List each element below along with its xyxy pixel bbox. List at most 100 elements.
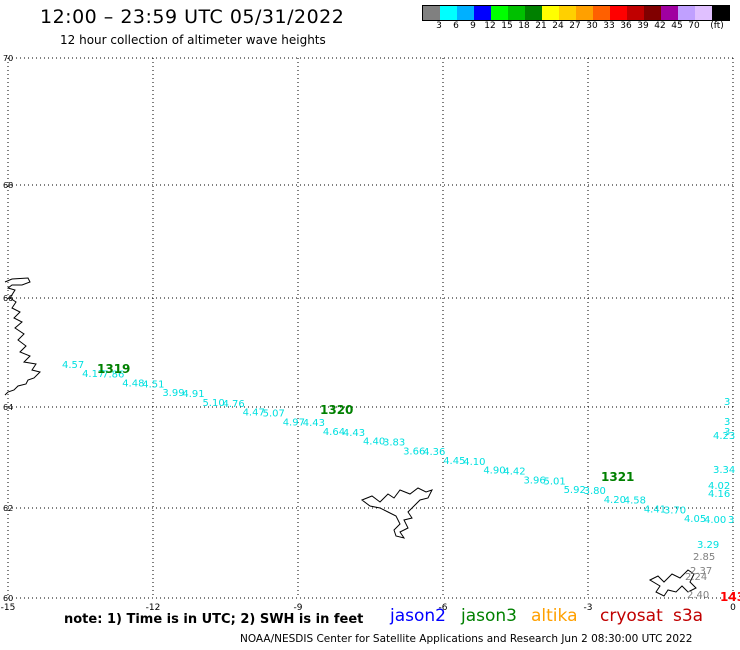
legend-label: 21 xyxy=(535,21,547,31)
legend-label: 36 xyxy=(620,21,632,31)
legend-swatch-4 xyxy=(491,6,508,20)
lat-label: 64 xyxy=(3,403,13,412)
wave-height-label: 3.96 xyxy=(523,475,545,486)
wave-height-label: 3.34 xyxy=(713,465,735,476)
legend-swatch-10 xyxy=(593,6,610,20)
wave-height-label: 4.45 xyxy=(443,456,465,467)
legend-label: 6 xyxy=(453,21,459,31)
wave-height-label: 4.05 xyxy=(684,514,706,525)
faroe-islands-coastline xyxy=(360,487,433,539)
wave-height-label: 4.20 xyxy=(604,495,626,506)
color-legend-bar xyxy=(422,5,730,21)
wave-height-label: 2.85 xyxy=(693,552,715,563)
lat-label: 66 xyxy=(3,294,13,303)
legend-swatch-3 xyxy=(474,6,491,20)
legend-label: 27 xyxy=(569,21,581,31)
legend-label: 12 xyxy=(484,21,496,31)
wave-height-label: 4.02 xyxy=(708,481,730,492)
wave-height-label: 2.37 xyxy=(690,566,712,577)
wave-height-label: 2.24 xyxy=(685,572,707,583)
lon-label: -15 xyxy=(1,603,16,613)
map-grid xyxy=(7,57,734,599)
legend-swatch-5 xyxy=(508,6,525,20)
lon-label: -9 xyxy=(294,603,303,613)
legend-label: 18 xyxy=(518,21,530,31)
wave-height-label: 4.16 xyxy=(708,489,730,500)
map-subtitle: 12 hour collection of altimeter wave hei… xyxy=(60,33,326,47)
lat-label: 70 xyxy=(3,54,13,63)
legend-label: 24 xyxy=(552,21,564,31)
pass-number-label: 1321 xyxy=(601,470,634,484)
pass-number-label: 143 xyxy=(720,590,740,604)
wave-height-label: 4.23 xyxy=(713,431,735,442)
wave-height-label: 4.47 xyxy=(243,408,265,419)
legend-swatch-11 xyxy=(610,6,627,20)
lat-label: 60 xyxy=(3,594,13,603)
wave-height-label: 4.42 xyxy=(503,467,525,478)
legend-swatch-6 xyxy=(525,6,542,20)
legend-swatch-1 xyxy=(440,6,457,20)
satellite-name-altika: altika xyxy=(531,606,578,626)
wave-height-label: 4.43 xyxy=(343,428,365,439)
lon-label: -3 xyxy=(584,603,593,613)
legend-label: 9 xyxy=(470,21,476,31)
wave-height-label: 3.83 xyxy=(383,438,405,449)
wave-height-label: 5.10 xyxy=(202,398,224,409)
legend-label: 39 xyxy=(637,21,649,31)
legend-swatch-8 xyxy=(559,6,576,20)
wave-height-label: 5.07 xyxy=(263,408,285,419)
lon-label: -6 xyxy=(439,603,448,613)
legend-swatch-16 xyxy=(695,6,712,20)
wave-height-label: 4.10 xyxy=(463,457,485,468)
iceland-coastline xyxy=(4,277,41,396)
wave-height-label: 4.17 xyxy=(82,369,104,380)
wave-height-label: 4.57 xyxy=(62,360,84,371)
satellite-name-s3a: s3a xyxy=(673,606,704,626)
coastlines xyxy=(4,277,697,597)
lon-label: -12 xyxy=(146,603,161,613)
satellite-name-jason3: jason3 xyxy=(461,606,517,626)
legend-swatch-15 xyxy=(678,6,695,20)
legend-label: 3 xyxy=(436,21,442,31)
legend-label: 15 xyxy=(501,21,513,31)
legend-swatch-9 xyxy=(576,6,593,20)
lon-label: 0 xyxy=(730,603,736,613)
footer-note: note: 1) Time is in UTC; 2) SWH is in fe… xyxy=(64,612,364,627)
legend-label: 30 xyxy=(586,21,598,31)
satellite-name-jason2: jason2 xyxy=(390,606,446,626)
legend-label: 33 xyxy=(603,21,615,31)
wave-height-label: 3.80 xyxy=(584,486,606,497)
lat-label: 62 xyxy=(3,504,13,513)
wave-height-label: 4.58 xyxy=(624,496,646,507)
pass-number-label: 1320 xyxy=(320,403,353,417)
legend-swatch-12 xyxy=(627,6,644,20)
legend-swatch-2 xyxy=(457,6,474,20)
wave-height-label: 2.40 xyxy=(687,590,709,601)
wave-height-label: 4.51 xyxy=(142,379,164,390)
wave-height-label: 3 xyxy=(724,397,730,408)
wave-height-label: 4.76 xyxy=(223,399,245,410)
wave-height-label: 4.48 xyxy=(122,379,144,390)
legend-swatch-17 xyxy=(712,6,729,20)
legend-label: 45 xyxy=(671,21,683,31)
map-title: 12:00 – 23:59 UTC 05/31/2022 xyxy=(40,6,345,28)
shetland-islands-coastline xyxy=(648,569,697,597)
wave-height-label: 4.40 xyxy=(363,437,385,448)
wave-height-label: 7.86 xyxy=(102,370,124,381)
wave-height-label: 4.36 xyxy=(423,447,445,458)
credit-line: NOAA/NESDIS Center for Satellite Applica… xyxy=(240,633,693,645)
wave-height-label: 5.01 xyxy=(544,476,566,487)
legend-label: 42 xyxy=(654,21,666,31)
legend-swatch-13 xyxy=(644,6,661,20)
wave-height-label: 4.97 xyxy=(283,417,305,428)
axis-labels: 70 68 66 64 62 60-15 -12 -9 -6 -3 0 xyxy=(1,54,736,613)
legend-label: 70 xyxy=(688,21,700,31)
wave-height-label: 3.99 xyxy=(162,388,184,399)
wave-height-label: 4.64 xyxy=(323,427,345,438)
legend-swatch-7 xyxy=(542,6,559,20)
pass-number-label: 1319 xyxy=(97,362,130,376)
wave-height-label: 4.90 xyxy=(483,466,505,477)
legend-swatch-14 xyxy=(661,6,678,20)
satellite-name-cryosat: cryosat xyxy=(600,606,663,626)
